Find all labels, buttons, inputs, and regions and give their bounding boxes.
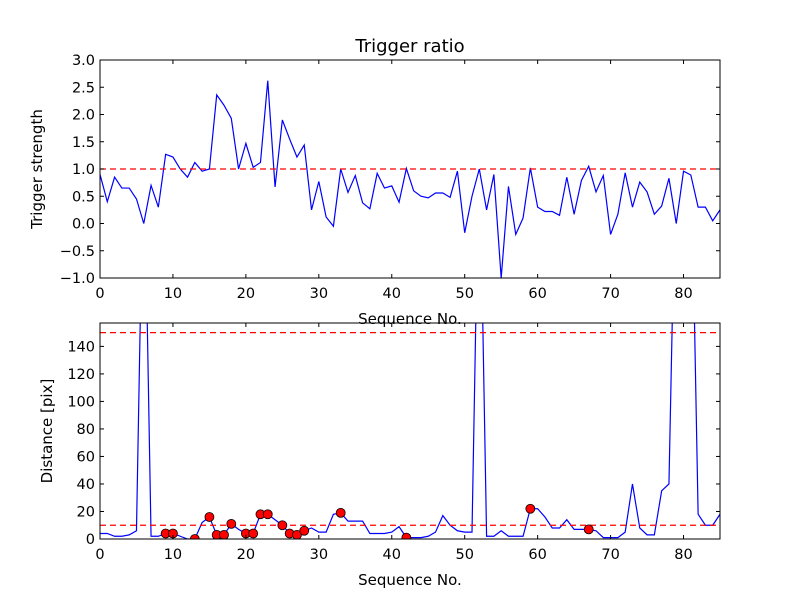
y-tick-label: 100 (67, 394, 95, 410)
y-tick-label: 1.5 (72, 135, 95, 151)
y-tick-label: −1.0 (60, 271, 95, 287)
data-point (204, 512, 215, 522)
x-tick-label: 70 (601, 547, 619, 563)
x-tick-label: 30 (310, 547, 328, 563)
x-axis-ticks: 0 10 20 30 40 50 60 70 80 (95, 323, 693, 563)
data-point (248, 528, 259, 539)
x-tick-label: 70 (601, 286, 619, 302)
plot-frame (99, 322, 721, 540)
y-axis-label: Trigger strength (28, 109, 46, 230)
distance-chart: 0 20 40 60 80 100 120 140 0 10 20 30 40 50 60 70 80 Dis… (38, 322, 721, 589)
y-tick-label: 120 (67, 367, 95, 383)
y-tick-label: 0 (86, 532, 95, 548)
y-tick-label: 40 (77, 477, 95, 493)
x-axis-label: Sequence No. (358, 310, 462, 328)
trigger-ratio-chart: Trigger ratio −1.0 −0.5 0.0 0.5 1.0 1.5 2.0 2.5… (28, 36, 721, 328)
y-tick-label: 20 (77, 504, 95, 520)
y-axis-ticks: 0 20 40 60 80 100 120 140 (67, 339, 720, 548)
data-point (219, 529, 229, 539)
data-point (525, 503, 536, 514)
x-tick-label: 0 (95, 547, 104, 563)
x-tick-label: 40 (383, 286, 401, 302)
plot-area (100, 323, 720, 539)
chart-title: Trigger ratio (354, 36, 464, 57)
x-tick-label: 40 (383, 547, 401, 563)
plot-frame (99, 59, 721, 279)
x-tick-label: 10 (164, 286, 182, 302)
x-tick-label: 30 (310, 286, 328, 302)
data-point (299, 525, 310, 536)
x-tick-label: 80 (674, 547, 692, 563)
data-point (292, 529, 302, 539)
data-point (262, 509, 273, 520)
x-tick-label: 0 (95, 286, 104, 302)
y-axis-ticks: −1.0 −0.5 0.0 0.5 1.0 1.5 2.0 2.5 3.0 (60, 53, 720, 287)
y-tick-label: 3.0 (72, 53, 95, 69)
data-point (401, 532, 412, 539)
x-tick-label: 60 (528, 286, 546, 302)
y-tick-label: 140 (67, 339, 95, 355)
x-tick-label: 20 (237, 286, 255, 302)
x-tick-label: 20 (237, 547, 255, 563)
x-tick-label: 80 (674, 286, 692, 302)
y-tick-label: 0.0 (72, 217, 95, 233)
y-tick-label: 2.5 (72, 80, 95, 96)
y-tick-label: 60 (77, 449, 95, 465)
data-point (226, 518, 237, 529)
x-tick-label: 50 (455, 286, 473, 302)
data-point (335, 507, 346, 518)
x-tick-label: 50 (455, 547, 473, 563)
x-tick-label: 10 (164, 547, 182, 563)
y-tick-label: 80 (77, 422, 95, 438)
y-axis-label: Distance [pix] (38, 379, 56, 484)
y-tick-label: −0.5 (60, 244, 95, 260)
series-line (100, 80, 720, 278)
data-point (583, 524, 594, 535)
y-tick-label: 1.0 (72, 162, 95, 178)
data-point (189, 534, 200, 539)
plot-area (100, 80, 720, 278)
x-tick-label: 60 (528, 547, 546, 563)
y-tick-label: 0.5 (72, 189, 95, 205)
x-axis-label: Sequence No. (358, 571, 462, 589)
data-point (277, 520, 288, 531)
y-tick-label: 2.0 (72, 108, 95, 124)
x-axis-ticks: 0 10 20 30 40 50 60 70 80 (95, 60, 693, 302)
